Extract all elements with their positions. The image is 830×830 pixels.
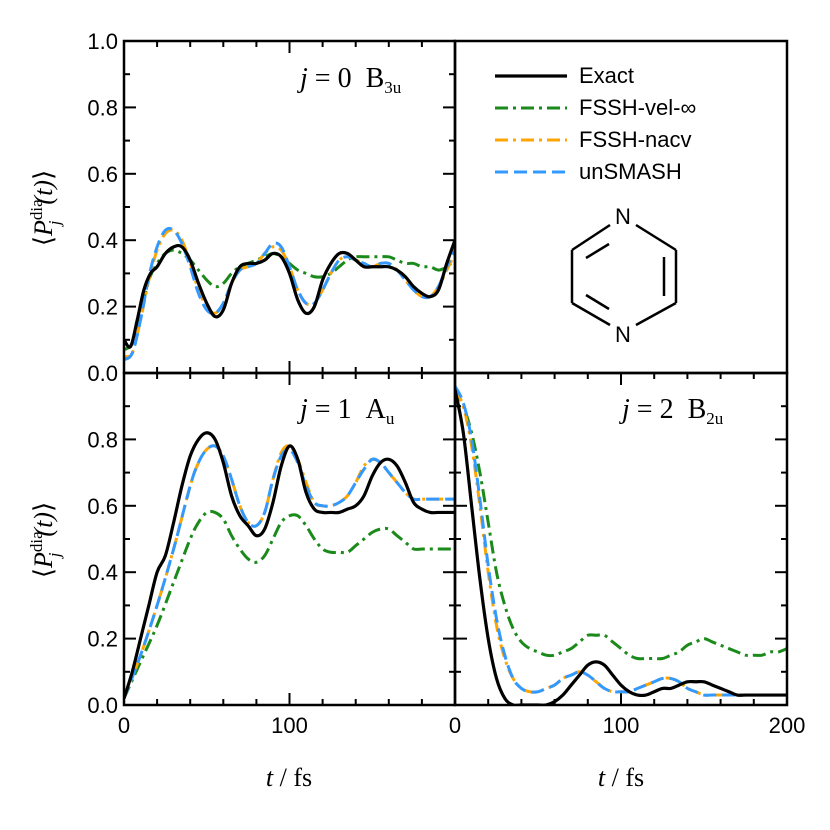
y-tick-label: 0.8 (87, 95, 118, 120)
series-lines (124, 226, 787, 705)
x-tick-label: 0 (449, 713, 461, 738)
y-tick-label: 0.0 (87, 361, 118, 386)
x-tick-label: 200 (769, 713, 806, 738)
svg-text:t / fs: t / fs (266, 763, 312, 792)
svg-text:⟨Pdiaj(t)⟩: ⟨Pdiaj(t)⟩ (27, 170, 64, 246)
series-line-fssh-nacv (124, 444, 455, 699)
x-axis-title-left: t / fs (266, 763, 312, 792)
panel-frame-bottom-left (122, 371, 457, 707)
nitrogen-atom-top: N (615, 204, 631, 229)
y-tick-label: 1.0 (87, 29, 118, 54)
legend-label: unSMASH (579, 159, 682, 184)
x-axis-title-right: t / fs (598, 763, 644, 792)
panel-frame-bottom-right (453, 371, 789, 707)
panel-frames (122, 39, 789, 707)
legend: Exact FSSH-vel-∞ FSSH-nacv unSMASH (495, 63, 696, 184)
svg-text:j = 1Au: j = 1 Au (297, 394, 395, 428)
y-tick-label: 0.2 (87, 627, 118, 652)
series-line-fssh-vel- (455, 388, 787, 661)
svg-text:t / fs: t / fs (598, 763, 644, 792)
y-tick-label: 0.4 (87, 560, 118, 585)
panel-frame-top-left (122, 39, 457, 375)
series-group-top-left (124, 226, 455, 362)
series-line-fssh-vel- (124, 509, 455, 699)
y-tick-label: 0.6 (87, 162, 118, 187)
y-tick-label: 0.6 (87, 494, 118, 519)
legend-label: FSSH-nacv (579, 127, 691, 152)
series-group-bottom-right (455, 385, 787, 705)
x-tick-label: 100 (271, 713, 308, 738)
x-tick-label: 0 (118, 713, 130, 738)
y-tick-label: 0.0 (87, 693, 118, 718)
panel-label-bottom-left: j = 1 Au (297, 394, 395, 428)
series-line-unsmash (455, 385, 787, 697)
y-axis-title-top: ⟨Pdiaj(t)⟩ (27, 170, 64, 246)
pyrazine-molecule (570, 223, 678, 327)
series-line-exact (124, 431, 455, 699)
panel-label-top-left: j = 0 B3u (297, 63, 402, 97)
axis-ticks: 0.0 0.2 0.4 0.6 0.8 1.0 0.0 0.2 0.4 0.6 0.8 0 100 0 10… (87, 29, 805, 738)
y-tick-label: 0.8 (87, 427, 118, 452)
y-tick-label: 0.4 (87, 228, 118, 253)
x-tick-label: 100 (603, 713, 640, 738)
series-group-bottom-left (124, 431, 455, 699)
series-line-fssh-nacv (455, 388, 787, 697)
legend-label: FSSH-vel-∞ (579, 95, 696, 120)
nitrogen-atom-bottom: N (615, 322, 631, 347)
y-tick-label: 0.2 (87, 295, 118, 320)
series-line-exact (455, 389, 787, 705)
legend-label: Exact (579, 63, 634, 88)
y-axis-title-bottom: ⟨Pdiaj(t)⟩ (27, 502, 64, 578)
series-line-exact (124, 239, 455, 349)
panel-label-bottom-right: j = 2 B2u (619, 394, 724, 428)
svg-text:⟨Pdiaj(t)⟩: ⟨Pdiaj(t)⟩ (27, 502, 64, 578)
